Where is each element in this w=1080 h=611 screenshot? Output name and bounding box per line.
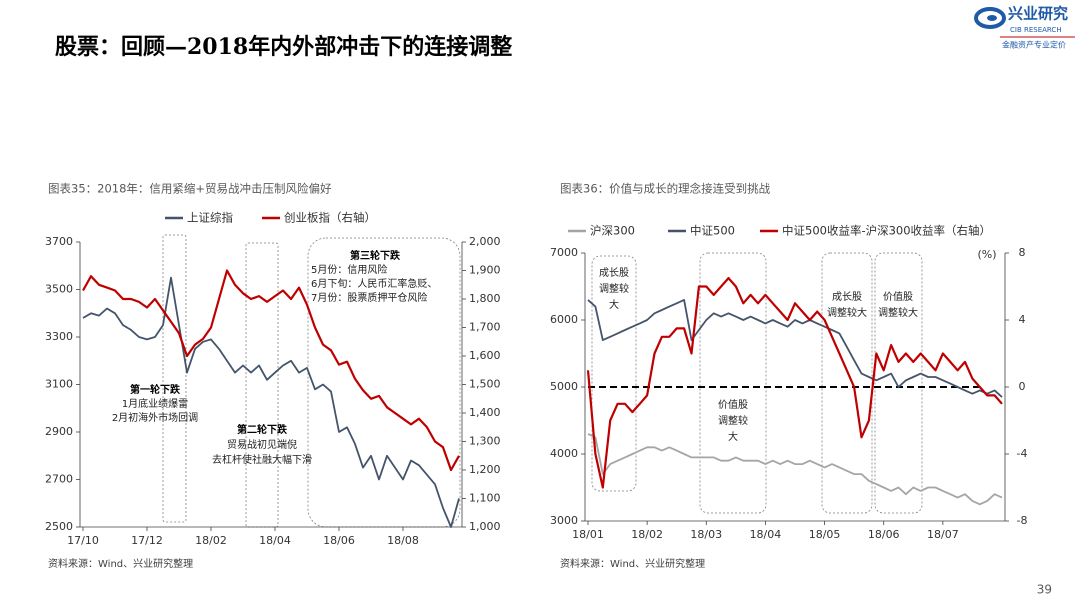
annotation-text: 调整较: [599, 282, 629, 295]
legend-label: 沪深300: [590, 224, 635, 238]
annotation-box: [245, 242, 279, 528]
legend-label: 中证500收益率-沪深300收益率（右轴）: [782, 224, 991, 238]
y2-tick-label: 1,000: [469, 520, 501, 533]
x-tick-label: 18/04: [750, 528, 782, 541]
y2-tick-label: 1,400: [469, 406, 501, 419]
y2-tick-label: 1,100: [469, 492, 501, 505]
y-tick-label: 2900: [45, 425, 73, 438]
x-tick-label: 18/07: [927, 528, 959, 541]
annotation-text: 去杠杆使社融大幅下滑: [212, 453, 312, 466]
y-tick-label: 3000: [550, 514, 578, 527]
annotation-text: 价值股: [718, 398, 748, 411]
legend-label: 创业板指（右轴）: [284, 211, 376, 225]
annotation-box: [162, 234, 187, 523]
source-note: 资料来源：Wind、兴业研究整理: [560, 557, 705, 570]
y2-tick-label: 1,500: [469, 378, 501, 391]
annotation-text: 6月下旬：人民币汇率急贬、: [311, 277, 437, 290]
y2-tick-label: 4: [1019, 313, 1026, 326]
annotation-text: 价值股: [883, 290, 913, 303]
annotation-text: 1月底业绩爆雷: [122, 397, 188, 410]
annotation-text: 调整较大: [878, 306, 918, 319]
annotation-text: 大: [609, 298, 619, 311]
x-tick-label: 17/10: [67, 534, 99, 547]
annotation-text: 第一轮下跌: [130, 383, 181, 396]
logo-en: CIB RESEARCH: [1010, 26, 1062, 34]
page-number: 39: [1037, 583, 1052, 597]
y2-tick-label: 1,800: [469, 292, 501, 305]
y2-tick-label: 8: [1019, 246, 1026, 259]
x-tick-label: 18/01: [572, 528, 604, 541]
annotation-box: [591, 255, 637, 492]
x-tick-label: 18/02: [195, 534, 227, 547]
logo-slogan: 金融资产专业定价: [1002, 40, 1066, 50]
y2-tick-label: 1,700: [469, 321, 501, 334]
annotation-text: 大: [728, 430, 738, 443]
x-tick-label: 18/04: [259, 534, 291, 547]
logo-icon: [974, 7, 1006, 29]
y-tick-label: 6000: [550, 313, 578, 326]
y2-tick-label: -8: [1017, 514, 1028, 527]
annotation-text: 5月份：信用风险: [311, 263, 387, 276]
annotation-text: 7月份：股票质押平仓风险: [311, 291, 427, 304]
x-tick-label: 17/12: [131, 534, 163, 547]
legend-label: 中证500: [690, 224, 735, 238]
annotation-box: [874, 252, 923, 514]
annotation-text: 调整较: [718, 414, 748, 427]
y-tick-label: 3500: [45, 283, 73, 296]
annotation-text: 第二轮下跌: [237, 423, 288, 436]
y-tick-label: 2700: [45, 473, 73, 486]
series-line: [82, 269, 460, 472]
y2-tick-label: 1,200: [469, 463, 501, 476]
legend-label: 上证综指: [187, 211, 233, 225]
annotation-text: 第三轮下跌: [350, 249, 401, 262]
chart-title: 图表36：价值与成长的理念接连受到挑战: [560, 182, 771, 196]
logo-name: 兴业研究: [1008, 5, 1068, 23]
y2-tick-label: 2,000: [469, 235, 501, 248]
y-tick-label: 4000: [550, 447, 578, 460]
series-line: [82, 276, 460, 528]
annotation-box: [307, 237, 461, 528]
x-tick-label: 18/03: [690, 528, 722, 541]
series-line: [587, 299, 1003, 398]
y-tick-label: 3100: [45, 378, 73, 391]
y-tick-label: 3300: [45, 330, 73, 343]
annotation-text: 调整较大: [827, 306, 867, 319]
y-tick-label: 5000: [550, 380, 578, 393]
logo-icon-core: [987, 15, 997, 21]
x-tick-label: 18/06: [323, 534, 355, 547]
annotation-box: [699, 252, 767, 514]
annotation-text: 成长股: [832, 291, 862, 303]
series-line: [586, 277, 1003, 489]
annotation-text: 贸易战初见端倪: [227, 438, 297, 451]
source-note: 资料来源：Wind、兴业研究整理: [48, 557, 193, 570]
annotation-text: 2月初海外市场回调: [112, 411, 198, 424]
x-tick-label: 18/02: [631, 528, 663, 541]
y2-tick-label: 1,300: [469, 435, 501, 448]
y-tick-label: 7000: [550, 246, 578, 259]
slide-title: 股票：回顾—2018年内外部冲击下的连接调整: [55, 34, 512, 60]
y2-tick-label: 0: [1019, 380, 1026, 393]
y-tick-label: 3700: [45, 235, 73, 248]
y2-tick-label: 1,600: [469, 349, 501, 362]
series-line: [587, 433, 1003, 506]
chart-title: 图表35：2018年：信用紧缩+贸易战冲击压制风险偏好: [48, 182, 332, 196]
y2-tick-label: -4: [1017, 447, 1028, 460]
y-tick-label: 2500: [45, 520, 73, 533]
x-tick-label: 18/06: [868, 528, 900, 541]
annotation-text: 成长股: [599, 267, 629, 279]
x-tick-label: 18/05: [809, 528, 841, 541]
y2-unit-label: (%): [977, 248, 996, 261]
x-tick-label: 18/08: [387, 534, 419, 547]
y2-tick-label: 1,900: [469, 264, 501, 277]
